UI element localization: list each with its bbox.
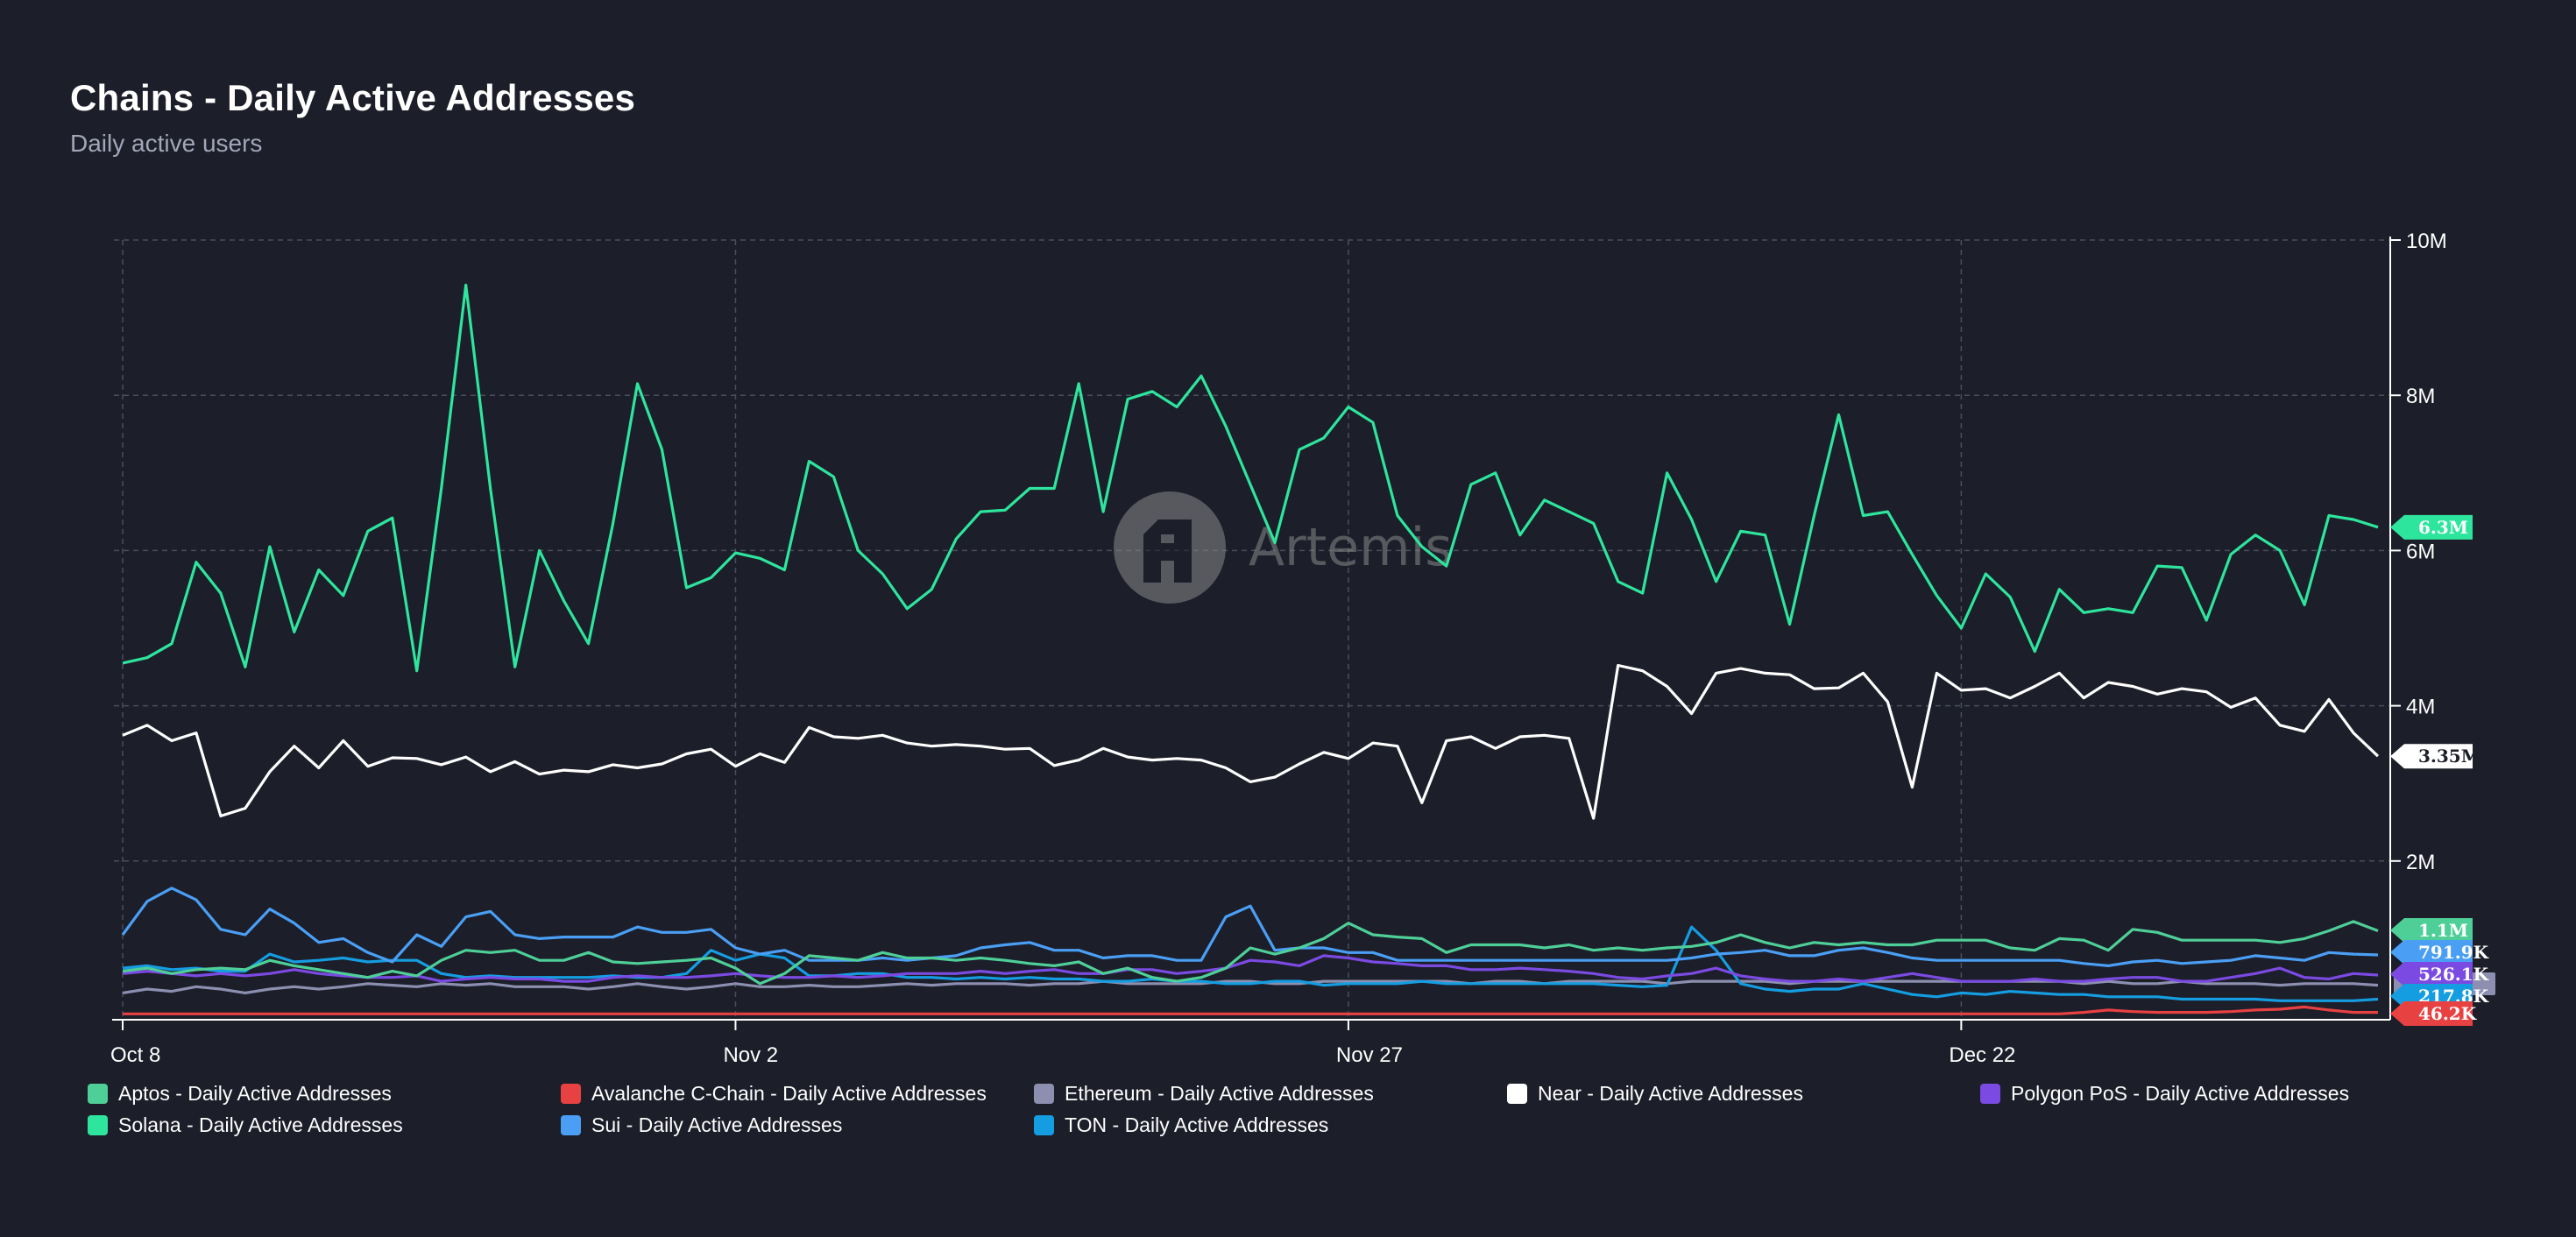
end-tag-polygon-pos [2390,962,2473,986]
series-line-polygon-pos [122,954,2379,983]
end-tag-avalanche-c-chain [2390,1001,2473,1026]
legend-item[interactable]: Aptos - Daily Active Addresses [88,1081,561,1105]
legend-label: Near - Daily Active Addresses [1538,1081,1803,1105]
legend-swatch-icon [561,1083,581,1104]
legend-label: Solana - Daily Active Addresses [118,1113,403,1136]
legend-swatch-icon [1507,1083,1527,1104]
legend-item[interactable]: Ethereum - Daily Active Addresses [1034,1081,1507,1105]
legend-swatch-icon [88,1114,108,1135]
series-line-avalanche-c-chain [123,1005,2378,1015]
legend-label: Avalanche C-Chain - Daily Active Address… [591,1081,987,1105]
legend-swatch-icon [88,1083,108,1104]
end-value-label-sui: 791.9K [2418,942,2489,963]
x-tick-label: Dec 22 [1949,1043,2015,1067]
axes [112,237,2391,1021]
watermark-text: Artemis [1249,517,1453,578]
series-lines [121,283,2380,1015]
legend-item[interactable]: Near - Daily Active Addresses [1507,1081,1980,1105]
legend-label: Aptos - Daily Active Addresses [118,1081,392,1105]
legend-label: Polygon PoS - Daily Active Addresses [2011,1081,2350,1105]
legend-swatch-icon [561,1114,581,1135]
legend-swatch-icon [1034,1083,1054,1104]
grid-lines [114,239,2390,1016]
x-axis-ticks: Oct 8 Nov 2 Nov 27 Dec 22 [110,1020,2015,1067]
legend-item[interactable]: Avalanche C-Chain - Daily Active Address… [561,1081,1034,1105]
end-value-label-solana: 6.3M [2418,517,2468,538]
end-tag-solana [2390,514,2473,540]
end-value-label-near: 3.35M [2418,746,2480,767]
legend-label: Sui - Daily Active Addresses [591,1113,843,1136]
legend-item[interactable]: Polygon PoS - Daily Active Addresses [1980,1081,2453,1105]
y-tick-label: 6M [2406,540,2435,563]
x-tick-label: Nov 2 [723,1043,778,1067]
artemis-watermark: Artemis [1114,491,1453,604]
end-tag-sui [2390,940,2473,965]
series-line-sui [121,887,2379,968]
legend-label: TON - Daily Active Addresses [1065,1113,1329,1136]
series-line-solana [122,283,2379,673]
legend-label: Ethereum - Daily Active Addresses [1065,1081,1374,1105]
end-tag-aptos [2390,918,2473,943]
legend-item[interactable]: Solana - Daily Active Addresses [88,1113,561,1136]
series-line-near [122,663,2380,820]
y-axis-ticks: 10M 8M 6M 4M 2M [2390,230,2447,874]
end-value-label-avalanche-c-chain: 46.2K [2418,1003,2477,1024]
y-tick-label: 2M [2406,851,2435,874]
legend-item[interactable]: Sui - Daily Active Addresses [561,1113,1034,1136]
legend-swatch-icon [1034,1114,1054,1135]
chart-subtitle: Daily active users [70,130,263,157]
end-tag-near [2390,744,2473,769]
y-tick-label: 4M [2406,696,2435,719]
end-value-label-polygon-pos: 526.1K [2418,964,2489,985]
artemis-logo-glyph [1143,520,1192,583]
legend-swatch-icon [1980,1083,2000,1104]
series-line-aptos [122,920,2379,986]
y-tick-label: 8M [2406,385,2435,408]
chart-title: Chains - Daily Active Addresses [70,77,635,118]
legend: Aptos - Daily Active Addresses Avalanche … [88,1081,2453,1136]
series-line-ton [122,925,2379,1002]
y-tick-label: 10M [2406,230,2447,253]
x-tick-label: Oct 8 [110,1043,160,1067]
x-tick-label: Nov 27 [1336,1043,1403,1067]
end-value-label-aptos: 1.1M [2418,920,2468,941]
legend-item[interactable]: TON - Daily Active Addresses [1034,1113,1507,1136]
